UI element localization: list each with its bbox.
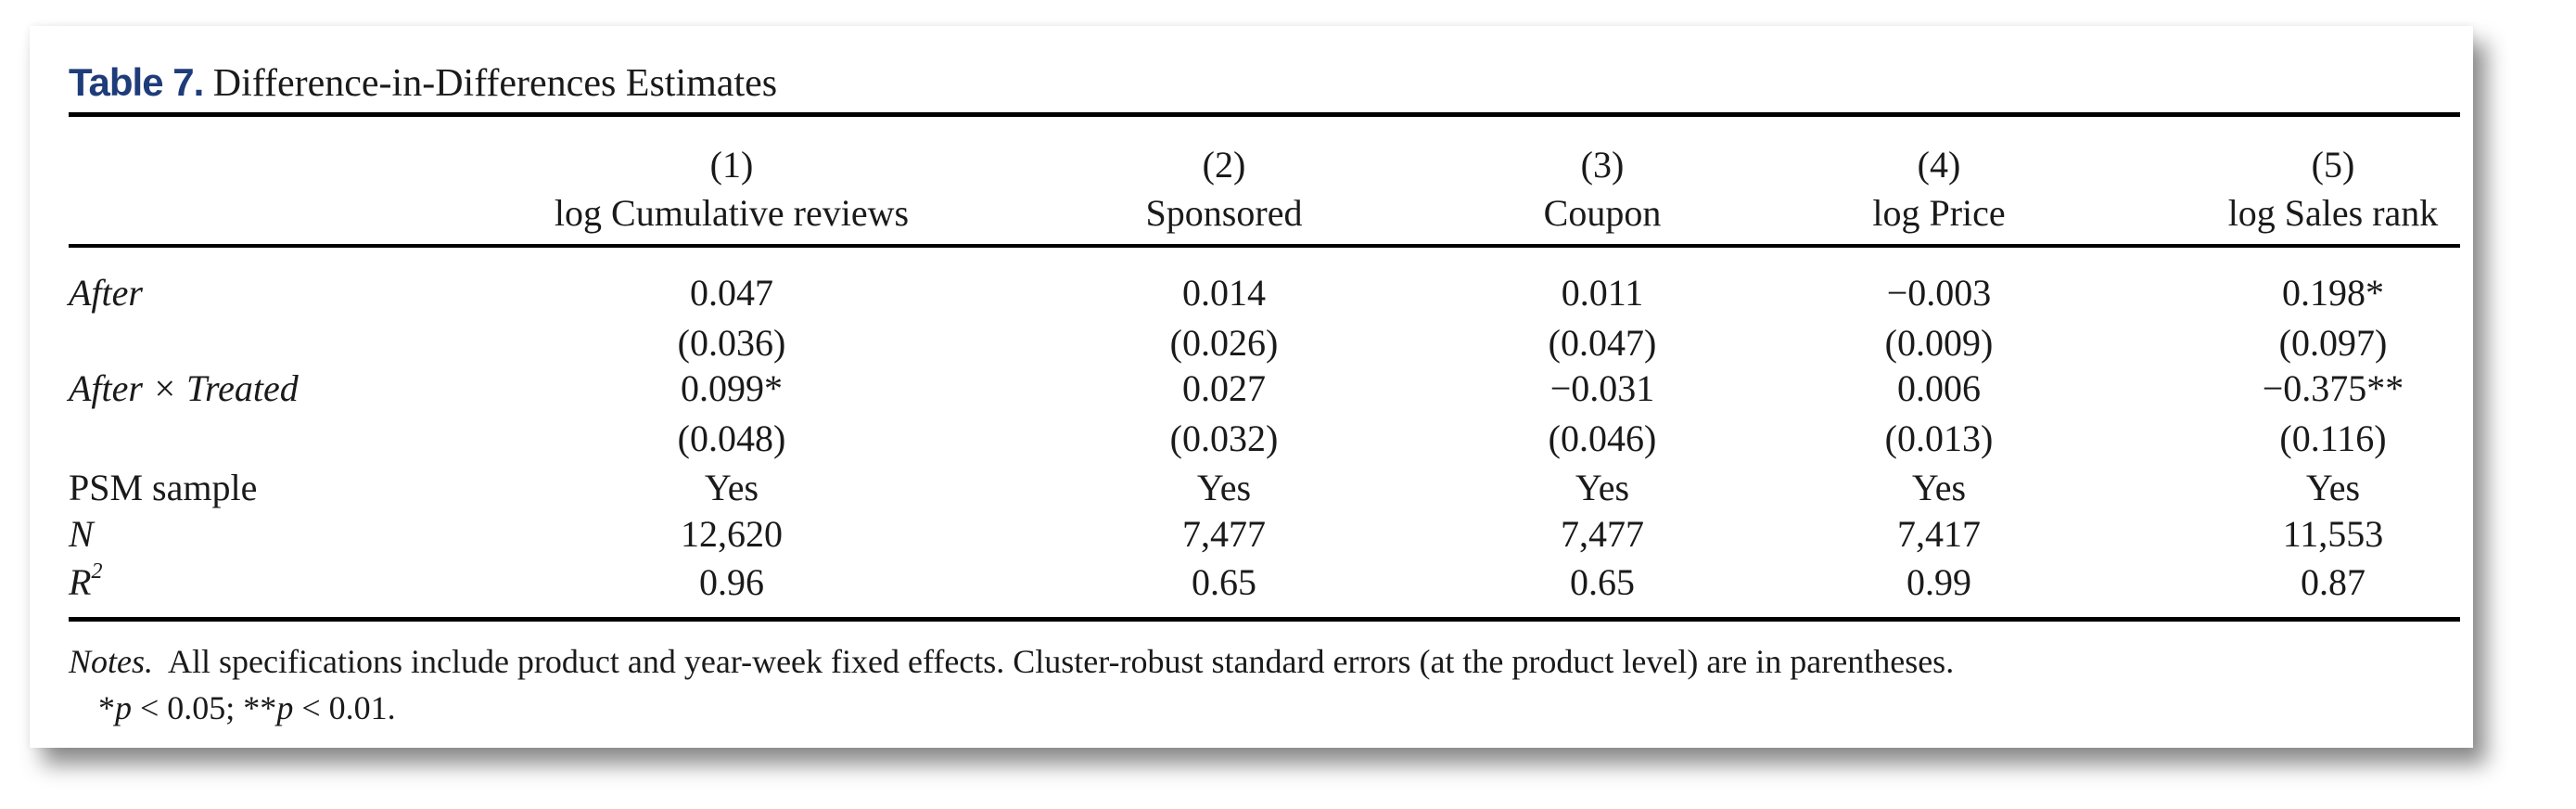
table-cell: (0.032) xyxy=(1169,417,1279,459)
table-cell: 12,620 xyxy=(681,513,783,555)
top-rule xyxy=(69,112,2460,117)
column-number: (2) xyxy=(1202,144,1246,186)
bottom-rule xyxy=(69,617,2460,622)
column-header: Coupon xyxy=(1543,192,1662,234)
table-cell: 0.011 xyxy=(1561,272,1644,314)
table-cell: 0.65 xyxy=(1570,561,1635,603)
table-cell: 0.014 xyxy=(1182,272,1266,314)
table-cell: 0.65 xyxy=(1192,561,1256,603)
column-header: log Price xyxy=(1872,192,2006,234)
row-label: PSM sample xyxy=(69,467,258,508)
table-cell: 0.027 xyxy=(1182,367,1266,409)
row-label: After × Treated xyxy=(69,367,299,409)
table-cell: 0.047 xyxy=(690,272,773,314)
significance-note: *p < 0.05; **p < 0.01. xyxy=(98,691,396,725)
table-cell: −0.003 xyxy=(1886,272,1992,314)
table-cell: 0.87 xyxy=(2301,561,2366,603)
table-label: Table 7. xyxy=(69,60,204,104)
header-rule xyxy=(69,244,2460,248)
table-cell: 7,417 xyxy=(1897,513,1981,555)
superscript: 2 xyxy=(91,559,103,584)
column-number: (3) xyxy=(1580,144,1625,186)
table-cell: Yes xyxy=(1196,467,1252,508)
table-cell: (0.046) xyxy=(1548,417,1657,459)
table-cell: Yes xyxy=(2305,467,2361,508)
column-header: Sponsored xyxy=(1145,192,1303,234)
table-caption: Table 7. Difference-in-Differences Estim… xyxy=(69,60,778,105)
table-cell: (0.009) xyxy=(1884,322,1994,364)
row-label: R2 xyxy=(69,559,103,603)
notes-label: Notes. xyxy=(69,643,154,680)
table-cell: 0.099* xyxy=(681,367,783,409)
table-title: Difference-in-Differences Estimates xyxy=(212,62,778,105)
table-cell: 7,477 xyxy=(1561,513,1644,555)
table-cell: (0.097) xyxy=(2278,322,2388,364)
row-label: N xyxy=(69,513,94,555)
significance-text: *p < 0.05; **p < 0.01. xyxy=(98,689,396,726)
table-cell: (0.026) xyxy=(1169,322,1279,364)
table-cell: (0.047) xyxy=(1548,322,1657,364)
column-header: log Sales rank xyxy=(2227,192,2439,234)
table-cell: (0.036) xyxy=(677,322,786,364)
table-cell: −0.375** xyxy=(2262,367,2404,409)
table-cell: 11,553 xyxy=(2282,513,2384,555)
table-notes: Notes. All specifications include produc… xyxy=(69,645,1954,678)
table-cell: 0.198* xyxy=(2282,272,2384,314)
table-cell: (0.048) xyxy=(677,417,786,459)
row-label: After xyxy=(69,272,143,314)
table-cell: Yes xyxy=(1575,467,1630,508)
table-cell: Yes xyxy=(1911,467,1967,508)
table-cell: 0.99 xyxy=(1906,561,1971,603)
column-number: (4) xyxy=(1917,144,1961,186)
table-cell: Yes xyxy=(704,467,759,508)
table-cell: −0.031 xyxy=(1549,367,1655,409)
table-cell: (0.116) xyxy=(2279,417,2387,459)
column-number: (1) xyxy=(709,144,754,186)
column-header: log Cumulative reviews xyxy=(554,192,910,234)
table-card: Table 7. Difference-in-Differences Estim… xyxy=(30,26,2473,748)
column-number: (5) xyxy=(2311,144,2355,186)
table-cell: 0.96 xyxy=(699,561,764,603)
table-cell: (0.013) xyxy=(1884,417,1994,459)
notes-text: All specifications include product and y… xyxy=(168,643,1955,680)
table-cell: 0.006 xyxy=(1897,367,1981,409)
table-cell: 7,477 xyxy=(1182,513,1266,555)
